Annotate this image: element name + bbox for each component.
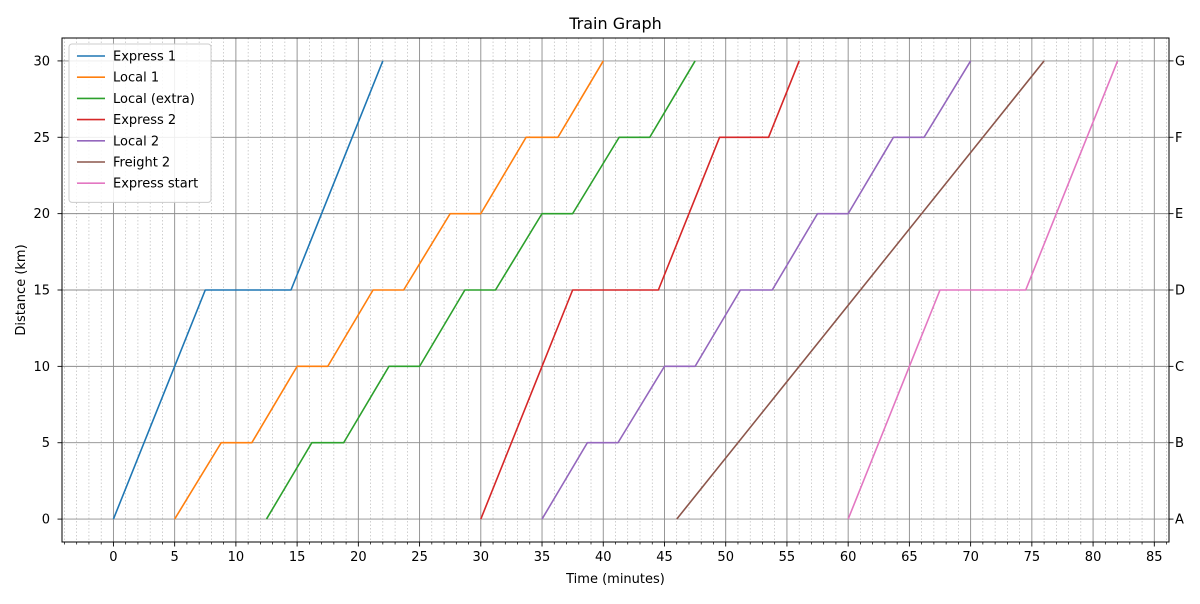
series-line-local-extra [265,60,696,520]
y-axis-label: Distance (km) [14,244,29,335]
x-tick-label: 15 [289,550,306,565]
legend-label: Local 1 [113,71,159,86]
chart-title: Train Graph [568,14,662,33]
x-tick-label: 55 [779,550,796,565]
x-tick-label: 5 [171,550,179,565]
x-axis-label: Time (minutes) [565,572,665,587]
x-tick-label: 20 [350,550,367,565]
legend-label: Local 2 [113,134,159,149]
x-tick-label: 65 [901,550,918,565]
series-line-express-1 [112,60,384,520]
x-tick-label: 40 [595,550,612,565]
x-tick-label: 25 [411,550,428,565]
y-tick-label: 25 [33,131,50,146]
x-axis-ticks: 0 5 10 15 20 25 30 35 40 45 50 55 60 65 70 75 80 85 [64,542,1167,565]
series-line-freight-2 [676,60,1045,520]
series-line-local-2 [541,60,972,520]
y-tick-label: 20 [33,207,50,222]
x-tick-label: 80 [1085,550,1102,565]
x-tick-label: 85 [1146,550,1163,565]
station-label: E [1175,207,1183,222]
x-tick-label: 50 [717,550,734,565]
legend-label: Freight 2 [113,156,170,171]
legend-label: Local (extra) [113,92,195,107]
x-tick-label: 10 [228,550,245,565]
y-tick-label: 10 [33,360,50,375]
series-line-local-1 [173,60,604,520]
x-tick-label: 0 [109,550,117,565]
legend-label: Express 2 [113,113,176,128]
series-lines [112,60,1119,520]
series-line-express-start [847,60,1119,520]
x-tick-label: 30 [473,550,490,565]
station-label: C [1175,360,1184,375]
x-tick-label: 60 [840,550,857,565]
y-axis-ticks: 0 5 10 15 20 25 30 [33,54,62,528]
station-label: B [1175,436,1184,451]
station-label: F [1175,131,1182,146]
y-tick-label: 0 [42,513,50,528]
legend: Express 1 Local 1 Local (extra) Express 2 Lo… [68,43,212,203]
x-tick-label: 35 [534,550,551,565]
y-tick-label: 5 [42,436,50,451]
station-label: D [1175,284,1185,299]
station-label: A [1175,513,1184,528]
y-tick-label: 30 [33,54,50,69]
legend-label: Express 1 [113,50,176,65]
x-tick-label: 45 [656,550,673,565]
x-tick-label: 70 [962,550,979,565]
legend-label: Express start [113,177,198,192]
station-axis: A B C D E F G [1169,54,1185,528]
y-tick-label: 15 [33,284,50,299]
station-label: G [1175,54,1185,69]
x-tick-label: 75 [1024,550,1041,565]
series-line-express-2 [480,60,800,520]
